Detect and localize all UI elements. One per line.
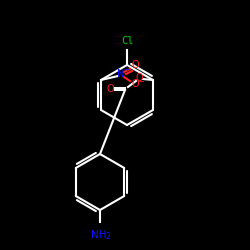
Text: +: + [123,66,129,74]
Text: O: O [106,84,114,94]
Text: −: − [138,78,144,86]
Text: 2: 2 [106,232,110,241]
Text: O: O [135,73,143,83]
Text: NH: NH [91,230,107,240]
Text: Cl: Cl [122,36,134,46]
Text: O: O [131,79,139,89]
Text: N: N [117,69,125,79]
Text: O: O [131,60,139,70]
